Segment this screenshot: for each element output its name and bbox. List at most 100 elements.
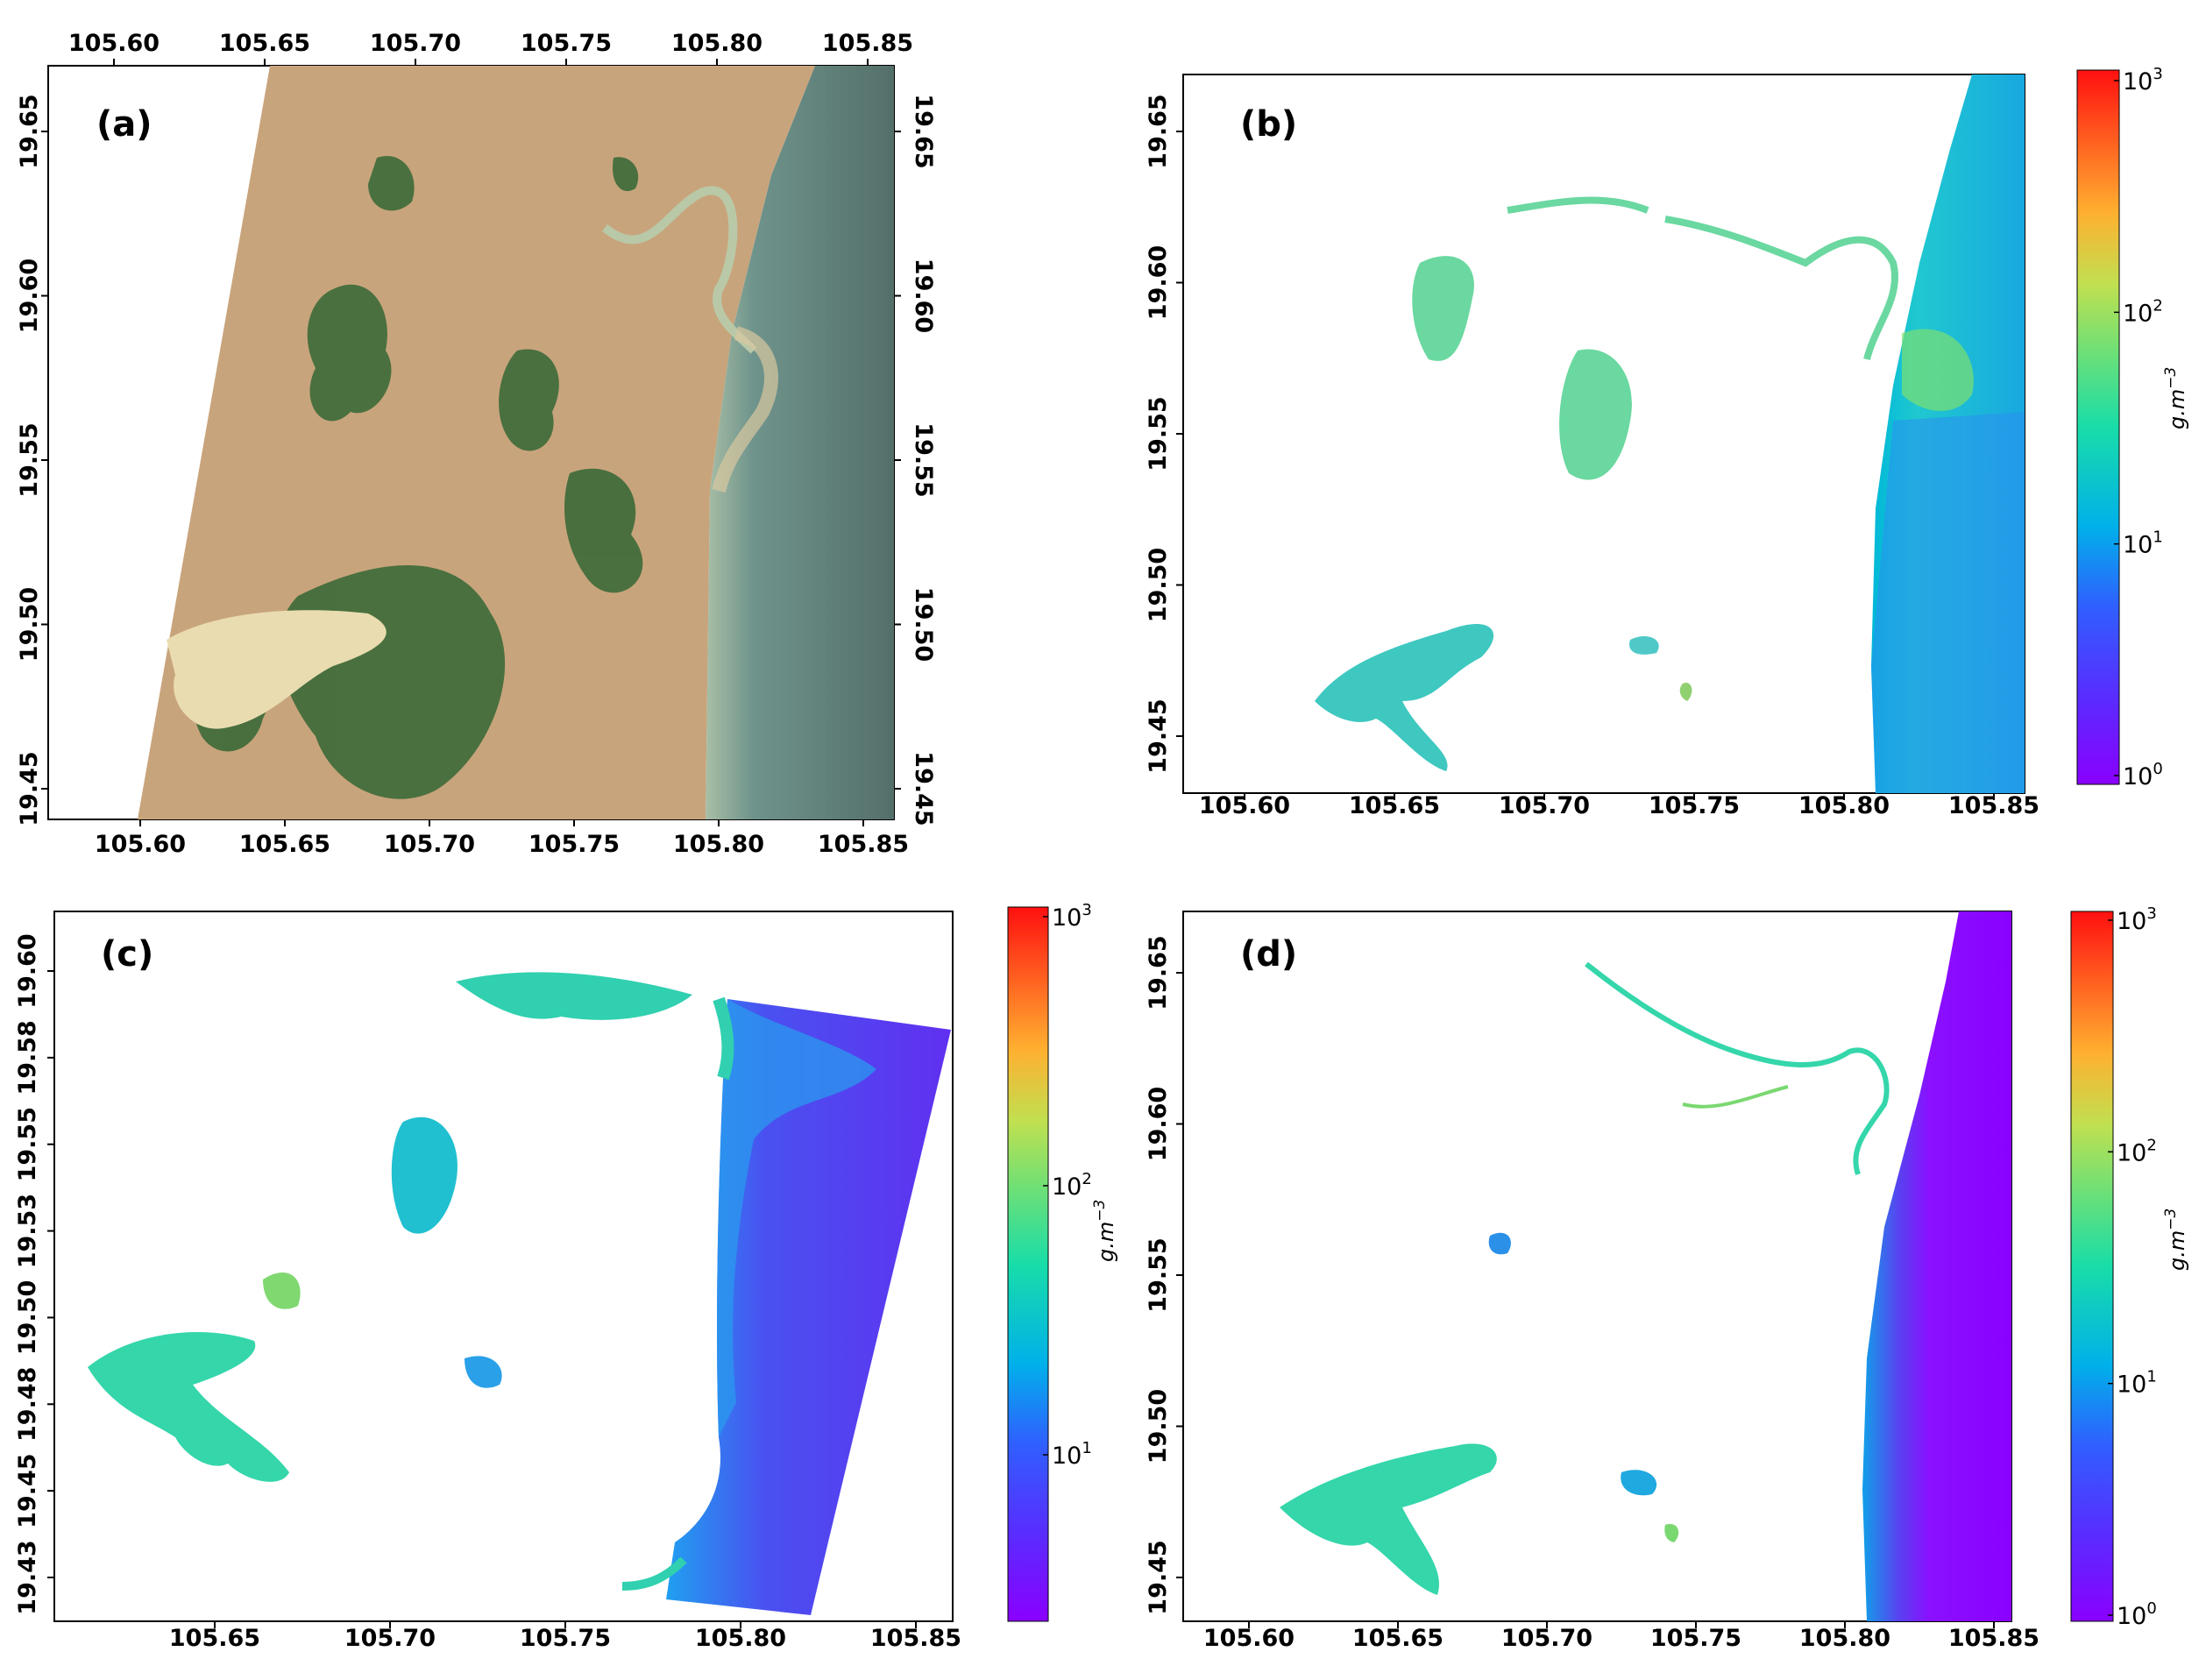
panel-c: (c) 105.65 105.70 105.75 105.80 105.85 19.60…	[14, 901, 1118, 1652]
panel-d-colorbar-tick-label: 103	[2117, 904, 2157, 935]
panel-a-right-ticks: 19.65 19.60 19.55 19.50 19.45	[894, 94, 937, 826]
panel-b: (b) 105.60 105.65 105.70 105.75 105.80 105.85…	[1145, 65, 2189, 819]
panel-b-left-tick-label: 19.50	[1145, 548, 1172, 622]
panel-a-top-tick-label: 105.75	[521, 30, 612, 57]
panel-a-left-tick-label: 19.60	[16, 259, 43, 333]
panel-d-left-tick-label: 19.65	[1145, 935, 1172, 1010]
panel-c-bottom-ticks: 105.65 105.70 105.75 105.80 105.85	[169, 1621, 961, 1652]
panel-c-bottom-tick-label: 105.80	[695, 1625, 786, 1652]
panel-c-bottom-tick-label: 105.70	[344, 1625, 436, 1652]
panel-a: (a) 105.60 105.65 105.70 105.75 105.80 105.85…	[16, 30, 937, 858]
panel-b-left-tick-label: 19.45	[1145, 698, 1172, 773]
panel-b-colorbar-tick-label: 103	[2123, 65, 2163, 96]
panel-d-colorbar	[2070, 911, 2114, 1622]
panel-b-colorbar-tick-label: 100	[2123, 760, 2163, 790]
panel-c-nearshore	[717, 999, 876, 1437]
panel-c-bottom-tick-label: 105.65	[169, 1625, 260, 1652]
panel-a-river	[601, 186, 757, 354]
panel-b-bottom-tick-label: 105.85	[1948, 792, 2039, 819]
panel-c-left-ticks: 19.60 19.58 19.55 19.53 19.50 19.48 19.45 19.43	[14, 933, 54, 1615]
panel-b-left-ticks: 19.65 19.60 19.55 19.50 19.45	[1145, 94, 1183, 774]
panel-c-left-tick-label: 19.50	[14, 1280, 41, 1355]
panel-a-left-tick-label: 19.55	[16, 422, 43, 497]
panel-d-left-tick-label: 19.55	[1145, 1237, 1172, 1312]
panel-c-inland-water	[88, 972, 734, 1591]
panel-d-colorbar-tick-label: 100	[2117, 1599, 2157, 1630]
panel-a-left-tick-label: 19.45	[16, 751, 43, 826]
panel-d: (d) 105.60 105.65 105.70 105.75 105.80 105.85…	[1145, 904, 2189, 1652]
panel-c-colorbar-unit: g.m−3	[1091, 1200, 1118, 1262]
panel-b-colorbar-tick-label: 102	[2123, 296, 2163, 327]
panel-d-colorbar-unit: g.m−3	[2162, 1209, 2189, 1271]
panel-c-bottom-tick-label: 105.85	[870, 1625, 961, 1652]
panel-d-label: (d)	[1240, 934, 1297, 975]
panel-d-colorbar-ticks: 103 102 101 100	[2108, 904, 2157, 1630]
panel-b-bottom-tick-label: 105.70	[1499, 792, 1590, 819]
panel-c-colorbar-tick-label: 103	[1052, 901, 1092, 932]
panel-d-left-tick-label: 19.50	[1145, 1389, 1172, 1464]
panel-d-bottom-tick-label: 105.80	[1799, 1625, 1890, 1652]
panel-d-bottom-tick-label: 105.65	[1352, 1625, 1443, 1652]
panel-a-bottom-tick-label: 105.85	[818, 831, 909, 858]
panel-d-colorbar-tick-label: 101	[2117, 1368, 2157, 1399]
panel-a-top-ticks: 105.60 105.65 105.70 105.75 105.80 105.85	[68, 30, 913, 66]
panel-a-left-tick-label: 19.65	[16, 94, 43, 168]
panel-c-left-tick-label: 19.43	[14, 1540, 41, 1614]
panel-a-right-tick-label: 19.50	[910, 587, 937, 662]
panel-d-bottom-tick-label: 105.70	[1501, 1625, 1592, 1652]
panel-a-right-tick-label: 19.55	[910, 422, 937, 497]
panel-b-left-tick-label: 19.60	[1145, 245, 1172, 320]
panel-a-sea	[706, 66, 894, 819]
panel-a-bottom-ticks: 105.60 105.65 105.70 105.75 105.80 105.85	[95, 819, 909, 858]
panel-b-left-tick-label: 19.55	[1145, 396, 1172, 471]
panel-a-bottom-tick-label: 105.70	[384, 831, 475, 858]
panel-b-colorbar-tick-label: 101	[2123, 528, 2163, 559]
panel-a-right-tick-label: 19.65	[910, 94, 937, 168]
panel-a-top-tick-label: 105.85	[822, 30, 913, 57]
panel-d-bottom-ticks: 105.60 105.65 105.70 105.75 105.80 105.85	[1203, 1621, 2039, 1652]
panel-a-top-tick-label: 105.65	[219, 30, 310, 57]
panel-d-colorbar-tick-label: 102	[2117, 1136, 2157, 1166]
panel-d-inland-water	[1280, 961, 1890, 1595]
panel-b-plume	[1902, 329, 1974, 411]
panel-a-label: (a)	[96, 104, 153, 145]
panel-a-right-tick-label: 19.60	[910, 259, 937, 333]
panel-c-left-tick-label: 19.60	[14, 933, 41, 1008]
panel-b-bottom-tick-label: 105.75	[1649, 792, 1740, 819]
panel-b-left-tick-label: 19.65	[1145, 94, 1172, 168]
panel-b-bottom-tick-label: 105.65	[1349, 792, 1440, 819]
panel-d-bottom-tick-label: 105.85	[1948, 1625, 2039, 1652]
panel-b-bottom-ticks: 105.60 105.65 105.70 105.75 105.80 105.85	[1199, 792, 2039, 819]
panel-b-colorbar	[2076, 69, 2120, 785]
panel-b-bottom-tick-label: 105.60	[1199, 792, 1290, 819]
panel-c-left-tick-label: 19.55	[14, 1107, 41, 1181]
panel-a-top-tick-label: 105.60	[68, 30, 160, 57]
panel-d-sea	[1862, 911, 2011, 1621]
panel-b-label: (b)	[1240, 104, 1297, 145]
panel-b-inland-water	[1315, 196, 1898, 771]
panel-c-left-tick-label: 19.53	[14, 1194, 41, 1268]
panel-c-left-tick-label: 19.48	[14, 1367, 41, 1442]
panel-a-plume	[712, 326, 778, 493]
panel-d-left-tick-label: 19.60	[1145, 1087, 1172, 1161]
panel-b-deep-water	[1871, 412, 2025, 793]
panel-a-left-ticks: 19.65 19.60 19.55 19.50 19.45	[16, 94, 48, 826]
panel-d-bottom-tick-label: 105.75	[1650, 1625, 1741, 1652]
panel-b-colorbar-ticks: 103 102 101 100	[2114, 65, 2163, 790]
panel-d-bottom-tick-label: 105.60	[1203, 1625, 1295, 1652]
panel-a-top-tick-label: 105.70	[370, 30, 461, 57]
panel-a-bottom-tick-label: 105.75	[528, 831, 620, 858]
panel-c-colorbar-ticks: 103 102 101	[1043, 901, 1092, 1470]
panel-c-colorbar-tick-label: 101	[1052, 1439, 1092, 1470]
panel-b-bottom-tick-label: 105.80	[1798, 792, 1890, 819]
panel-b-colorbar-unit: g.m−3	[2162, 367, 2189, 429]
panel-c-left-tick-label: 19.45	[14, 1453, 41, 1528]
panel-d-left-tick-label: 19.45	[1145, 1540, 1172, 1614]
panel-c-label: (c)	[101, 934, 153, 975]
panel-a-bottom-tick-label: 105.80	[673, 831, 764, 858]
panel-a-top-tick-label: 105.80	[671, 30, 763, 57]
panel-c-colorbar	[1007, 906, 1049, 1622]
panel-c-colorbar-tick-label: 102	[1052, 1170, 1092, 1201]
panel-a-bottom-tick-label: 105.65	[239, 831, 330, 858]
